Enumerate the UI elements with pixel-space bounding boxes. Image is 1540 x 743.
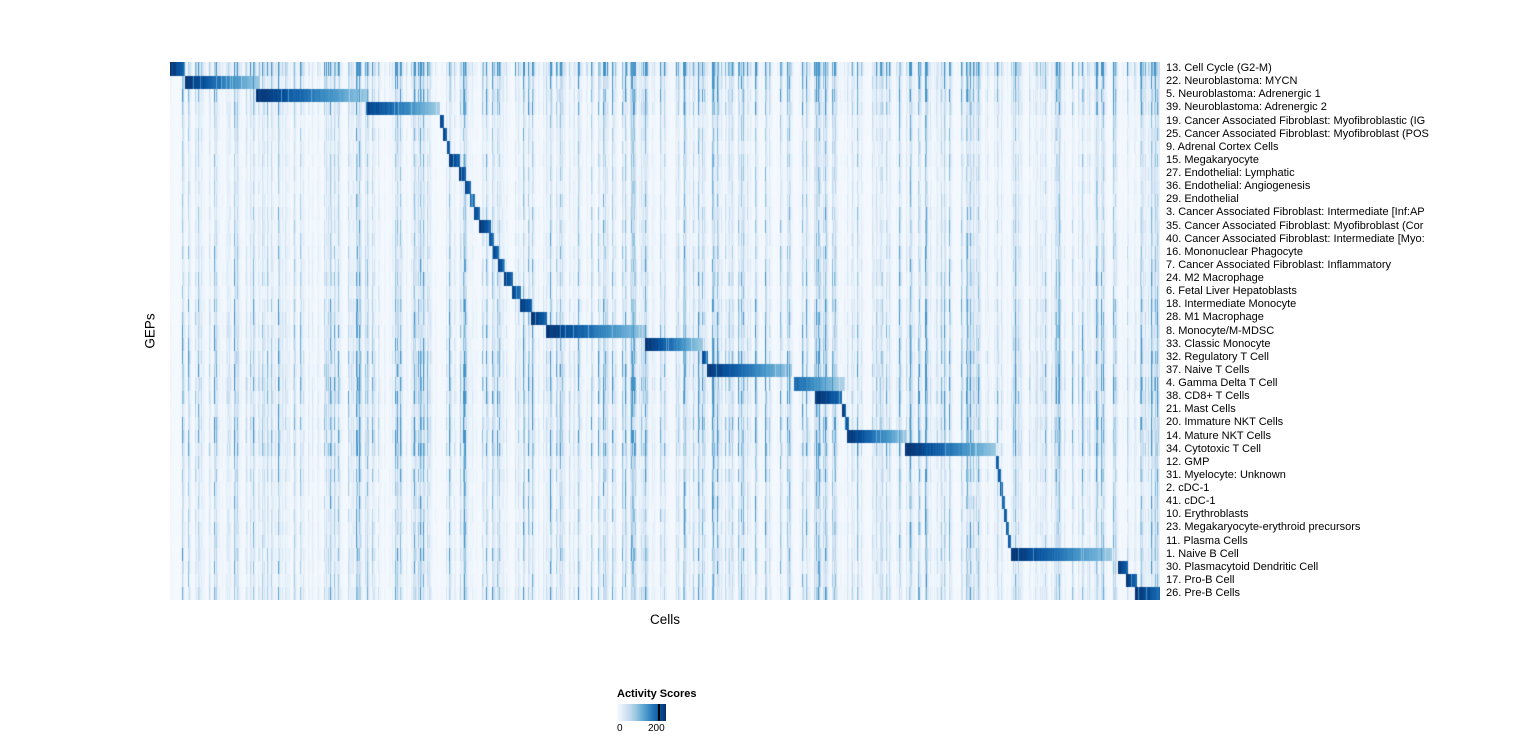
row-label: 18. Intermediate Monocyte xyxy=(1166,298,1297,311)
row-labels: 13. Cell Cycle (G2-M) 22. Neuroblastoma: … xyxy=(1166,62,1540,600)
y-axis-label: GEPs xyxy=(142,313,158,349)
heatmap-canvas xyxy=(170,62,1160,600)
row-label: 26. Pre-B Cells xyxy=(1166,587,1240,600)
row-label: 13. Cell Cycle (G2-M) xyxy=(1166,62,1272,75)
row-label: 5. Neuroblastoma: Adrenergic 1 xyxy=(1166,88,1321,101)
legend: Activity Scores 0 200 xyxy=(617,688,737,735)
legend-gradient-bar xyxy=(617,704,666,721)
row-label: 33. Classic Monocyte xyxy=(1166,337,1271,350)
row-label: 25. Cancer Associated Fibroblast: Myofib… xyxy=(1166,127,1429,140)
row-label: 28. M1 Macrophage xyxy=(1166,311,1264,324)
row-label: 39. Neuroblastoma: Adrenergic 2 xyxy=(1166,101,1327,114)
row-label: 24. M2 Macrophage xyxy=(1166,272,1264,285)
row-label: 34. Cytotoxic T Cell xyxy=(1166,442,1261,455)
row-label: 19. Cancer Associated Fibroblast: Myofib… xyxy=(1166,114,1426,127)
row-label: 16. Mononuclear Phagocyte xyxy=(1166,245,1303,258)
legend-min-label: 0 xyxy=(617,723,623,734)
row-label: 14. Mature NKT Cells xyxy=(1166,429,1271,442)
row-label: 30. Plasmacytoid Dendritic Cell xyxy=(1166,560,1319,573)
row-label: 9. Adrenal Cortex Cells xyxy=(1166,140,1279,153)
row-label: 38. CD8+ T Cells xyxy=(1166,390,1250,403)
row-label: 41. cDC-1 xyxy=(1166,495,1216,508)
legend-max-label: 200 xyxy=(648,723,665,734)
row-label: 3. Cancer Associated Fibroblast: Interme… xyxy=(1166,206,1425,219)
row-label: 4. Gamma Delta T Cell xyxy=(1166,377,1278,390)
row-label: 15. Megakaryocyte xyxy=(1166,153,1259,166)
row-label: 1. Naive B Cell xyxy=(1166,547,1239,560)
row-label: 7. Cancer Associated Fibroblast: Inflamm… xyxy=(1166,258,1391,271)
row-label: 32. Regulatory T Cell xyxy=(1166,350,1269,363)
row-label: 12. GMP xyxy=(1166,455,1210,468)
row-label: 27. Endothelial: Lymphatic xyxy=(1166,167,1295,180)
row-label: 11. Plasma Cells xyxy=(1166,534,1248,547)
row-label: 2. cDC-1 xyxy=(1166,482,1210,495)
legend-tick-200 xyxy=(658,704,660,721)
row-label: 37. Naive T Cells xyxy=(1166,363,1250,376)
row-label: 20. Immature NKT Cells xyxy=(1166,416,1284,429)
row-label: 17. Pro-B Cell xyxy=(1166,573,1235,586)
row-label: 10. Erythroblasts xyxy=(1166,508,1249,521)
row-label: 23. Megakaryocyte-erythroid precursors xyxy=(1166,521,1361,534)
row-label: 35. Cancer Associated Fibroblast: Myofib… xyxy=(1166,219,1424,232)
legend-title: Activity Scores xyxy=(617,688,697,700)
x-axis-label: Cells xyxy=(649,612,680,627)
row-label: 6. Fetal Liver Hepatoblasts xyxy=(1166,285,1297,298)
row-label: 8. Monocyte/M-MDSC xyxy=(1166,324,1275,337)
legend-tick-labels: 0 200 xyxy=(617,723,666,735)
row-label: 31. Myelocyte: Unknown xyxy=(1166,468,1286,481)
row-label: 36. Endothelial: Angiogenesis xyxy=(1166,180,1311,193)
row-label: 22. Neuroblastoma: MYCN xyxy=(1166,75,1298,88)
row-label: 40. Cancer Associated Fibroblast: Interm… xyxy=(1166,232,1425,245)
row-label: 21. Mast Cells xyxy=(1166,403,1236,416)
row-label: 29. Endothelial xyxy=(1166,193,1239,206)
